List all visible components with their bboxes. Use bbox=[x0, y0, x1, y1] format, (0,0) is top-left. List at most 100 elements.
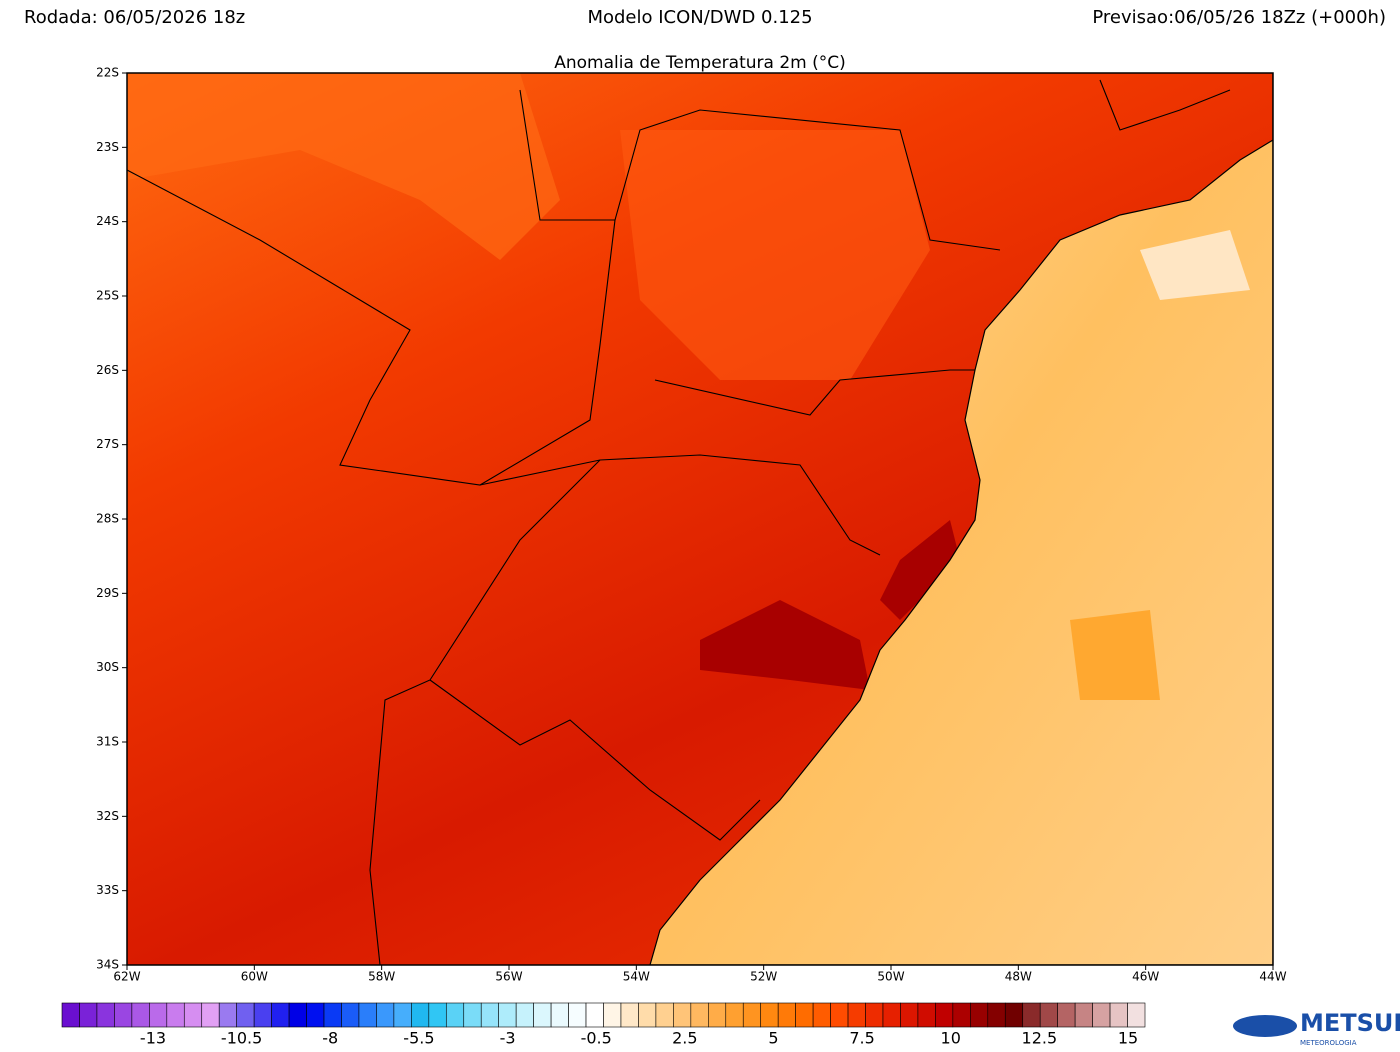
ocean-warm-zone bbox=[1070, 610, 1160, 700]
colorbar-label: 5 bbox=[768, 1029, 778, 1048]
colorbar-swatch bbox=[498, 1002, 517, 1028]
colorbar-swatch bbox=[358, 1002, 377, 1028]
colorbar-swatch bbox=[61, 1002, 80, 1028]
lon-label: 62W bbox=[113, 970, 140, 984]
colorbar-swatch bbox=[882, 1002, 901, 1028]
colorbar-swatch bbox=[777, 1002, 796, 1028]
land-warm-zone bbox=[127, 73, 560, 260]
colorbar-swatch bbox=[655, 1002, 674, 1028]
lon-label: 52W bbox=[750, 970, 777, 984]
colorbar-swatch bbox=[935, 1002, 954, 1028]
colorbar-swatch bbox=[760, 1002, 779, 1028]
colorbar-swatch bbox=[1057, 1002, 1076, 1028]
lat-label: 30S bbox=[96, 660, 119, 674]
colorbar-label: 12.5 bbox=[1022, 1029, 1058, 1048]
lat-label: 28S bbox=[96, 512, 119, 526]
colorbar-label: 7.5 bbox=[849, 1029, 874, 1048]
land-warm-zone bbox=[620, 130, 930, 380]
model-name: Modelo ICON/DWD 0.125 bbox=[587, 7, 812, 28]
colorbar-swatch bbox=[1109, 1002, 1128, 1028]
colorbar-swatch bbox=[1022, 1002, 1041, 1028]
colorbar-swatch bbox=[341, 1002, 360, 1028]
colorbar-label: -0.5 bbox=[581, 1029, 612, 1048]
colorbar-swatch bbox=[795, 1002, 814, 1028]
colorbar-swatch bbox=[96, 1002, 115, 1028]
lat-label: 27S bbox=[96, 437, 119, 451]
colorbar-swatch bbox=[131, 1002, 150, 1028]
colorbar-swatch bbox=[1074, 1002, 1093, 1028]
lat-label: 24S bbox=[96, 214, 119, 228]
lon-label: 44W bbox=[1259, 970, 1286, 984]
colorbar-swatch bbox=[917, 1002, 936, 1028]
land-hot-zone bbox=[880, 520, 960, 620]
colorbar-swatch bbox=[900, 1002, 919, 1028]
colorbar-swatch bbox=[288, 1002, 307, 1028]
colorbar-label: -13 bbox=[140, 1029, 166, 1048]
lon-label: 46W bbox=[1132, 970, 1159, 984]
lat-label: 32S bbox=[96, 809, 119, 823]
colorbar-swatch bbox=[690, 1002, 709, 1028]
colorbar-swatch bbox=[463, 1002, 482, 1028]
colorbar-swatch bbox=[1004, 1002, 1024, 1028]
colorbar-swatch bbox=[585, 1002, 604, 1028]
colorbar-swatch bbox=[533, 1002, 552, 1028]
lon-label: 48W bbox=[1005, 970, 1032, 984]
lat-label: 34S bbox=[96, 958, 119, 972]
colorbar-swatch bbox=[253, 1002, 272, 1028]
colorbar-swatch bbox=[1127, 1002, 1146, 1028]
colorbar-swatch bbox=[708, 1002, 727, 1028]
colorbar-swatch bbox=[411, 1002, 430, 1028]
colorbar-swatch bbox=[480, 1002, 499, 1028]
lat-label: 23S bbox=[96, 140, 119, 154]
borders bbox=[127, 79, 1231, 965]
run-date: Rodada: 06/05/2026 18z bbox=[24, 7, 245, 28]
colorbar-swatch bbox=[183, 1002, 203, 1028]
colorbar-swatch bbox=[865, 1002, 884, 1028]
map-title: Anomalia de Temperatura 2m (°C) bbox=[554, 53, 846, 73]
colorbar-swatch bbox=[725, 1002, 744, 1028]
colorbar-swatch bbox=[1039, 1002, 1058, 1028]
colorbar-swatch bbox=[638, 1002, 657, 1028]
lat-label: 22S bbox=[96, 66, 119, 80]
colorbar-swatch bbox=[952, 1002, 971, 1028]
colorbar-label: -8 bbox=[322, 1029, 338, 1048]
colorbar-swatch bbox=[847, 1002, 866, 1028]
colorbar-swatch bbox=[323, 1002, 342, 1028]
colorbar-swatch bbox=[445, 1002, 465, 1028]
colorbar-swatch bbox=[1092, 1002, 1111, 1028]
map-area bbox=[127, 73, 1273, 965]
colorbar-swatch bbox=[218, 1002, 237, 1028]
colorbar-swatch bbox=[428, 1002, 447, 1028]
colorbar-swatch bbox=[114, 1002, 133, 1028]
colorbar-swatch bbox=[201, 1002, 220, 1028]
lat-label: 29S bbox=[96, 586, 119, 600]
logo: METSUL METEOROLOGIA bbox=[1233, 1009, 1400, 1047]
logo-globe bbox=[1233, 1015, 1297, 1037]
colorbar-swatch bbox=[830, 1002, 849, 1028]
lon-label: 56W bbox=[495, 970, 522, 984]
colorbar-swatch bbox=[515, 1002, 534, 1028]
lat-label: 25S bbox=[96, 289, 119, 303]
colorbar-swatch bbox=[812, 1002, 831, 1028]
colorbar-swatch bbox=[673, 1002, 692, 1028]
colorbar-swatch bbox=[236, 1002, 255, 1028]
colorbar-swatch bbox=[603, 1002, 622, 1028]
colorbar-swatch bbox=[376, 1002, 395, 1028]
colorbar-swatch bbox=[550, 1002, 569, 1028]
lat-label: 31S bbox=[96, 735, 119, 749]
colorbar-label: 15 bbox=[1118, 1029, 1138, 1048]
lon-label: 50W bbox=[877, 970, 904, 984]
ocean bbox=[649, 73, 1273, 965]
colorbar-label: 10 bbox=[941, 1029, 961, 1048]
colorbar-label: -10.5 bbox=[221, 1029, 262, 1048]
colorbar-swatch bbox=[987, 1002, 1006, 1028]
colorbar-swatch bbox=[393, 1002, 412, 1028]
lon-label: 60W bbox=[241, 970, 268, 984]
colorbar-swatch bbox=[620, 1002, 639, 1028]
colorbar-swatch bbox=[149, 1002, 168, 1028]
lon-label: 58W bbox=[368, 970, 395, 984]
colorbar: -13 -10.5 -8 -5.5 -3 -0.5 2.5 5 7.5 10 12.5 15 bbox=[61, 1002, 1146, 1048]
axes: 22S23S24S25S26S27S28S29S30S31S32S33S34S6… bbox=[96, 66, 1287, 984]
colorbar-swatch bbox=[166, 1002, 185, 1028]
